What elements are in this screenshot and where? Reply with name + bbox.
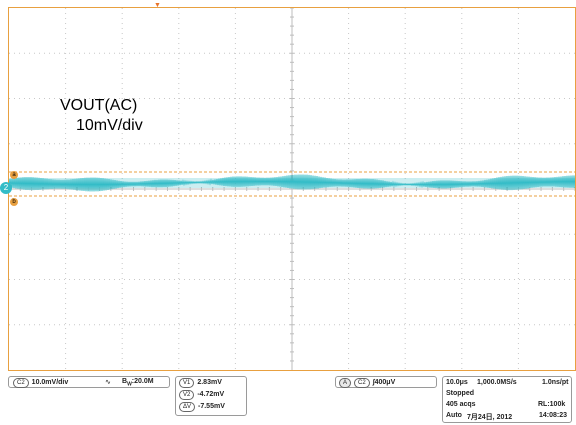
cursor-b-marker[interactable]: b bbox=[10, 198, 18, 206]
channel-2-settings-box[interactable]: C2 10.0mV/div ∿ BW:20.0M bbox=[8, 376, 170, 388]
trigger-mode-chip: A bbox=[339, 378, 351, 388]
trigger-level: 400μV bbox=[375, 379, 396, 386]
cursor-readout-box[interactable]: V1 2.83mV V2 -4.72mV ΔV -7.55mV bbox=[175, 376, 247, 416]
record-length: RL:100k bbox=[538, 401, 565, 408]
v2-value: -4.72mV bbox=[197, 391, 224, 398]
delta-v-value: -7.55mV bbox=[198, 403, 225, 410]
cursor-row-v2: V2 -4.72mV bbox=[179, 390, 224, 400]
channel-2-chip: C2 bbox=[13, 378, 29, 388]
waveform-display[interactable] bbox=[8, 7, 576, 371]
channel-2-ref-marker[interactable]: 2 bbox=[0, 182, 12, 194]
cursor-row-v1: V1 2.83mV bbox=[179, 378, 222, 388]
bandwidth-value: :20.0M bbox=[132, 378, 154, 385]
signal-annotation: VOUT(AC) bbox=[60, 97, 137, 115]
acquisition-state: Stopped bbox=[446, 390, 474, 397]
v2-chip: V2 bbox=[179, 390, 194, 400]
status-bar: C2 10.0mV/div ∿ BW:20.0M V1 2.83mV V2 -4.72… bbox=[0, 371, 576, 425]
cursor-a-marker[interactable]: a bbox=[10, 171, 18, 179]
capture-date: 7月24日, 2012 bbox=[467, 412, 512, 422]
trigger-position-marker[interactable]: ▼ bbox=[154, 2, 161, 9]
delta-v-chip: ΔV bbox=[179, 402, 195, 412]
time-per-div: 10.0μs bbox=[446, 379, 468, 386]
trigger-mode: Auto bbox=[446, 412, 462, 419]
capture-time: 14:08:23 bbox=[539, 412, 567, 419]
cursor-row-delta: ΔV -7.55mV bbox=[179, 402, 225, 412]
acquisition-count: 405 acqs bbox=[446, 401, 476, 408]
v1-chip: V1 bbox=[179, 378, 194, 388]
timebase-status-box[interactable]: 10.0μs 1,000.0MS/s 1.0ns/pt Stopped 405 … bbox=[442, 376, 572, 423]
v1-value: 2.83mV bbox=[197, 379, 222, 386]
graticule bbox=[9, 8, 575, 370]
ns-per-pt: 1.0ns/pt bbox=[542, 379, 568, 386]
sample-rate: 1,000.0MS/s bbox=[477, 379, 517, 386]
waveform-persistence bbox=[9, 178, 575, 188]
trigger-source-chip: C2 bbox=[354, 378, 370, 388]
scale-annotation: 10mV/div bbox=[76, 117, 143, 135]
volts-per-div: 10.0mV/div bbox=[32, 379, 69, 386]
coupling-icon: ∿ bbox=[105, 378, 111, 386]
trigger-settings-box[interactable]: A C2 ∫400μV bbox=[335, 376, 437, 388]
